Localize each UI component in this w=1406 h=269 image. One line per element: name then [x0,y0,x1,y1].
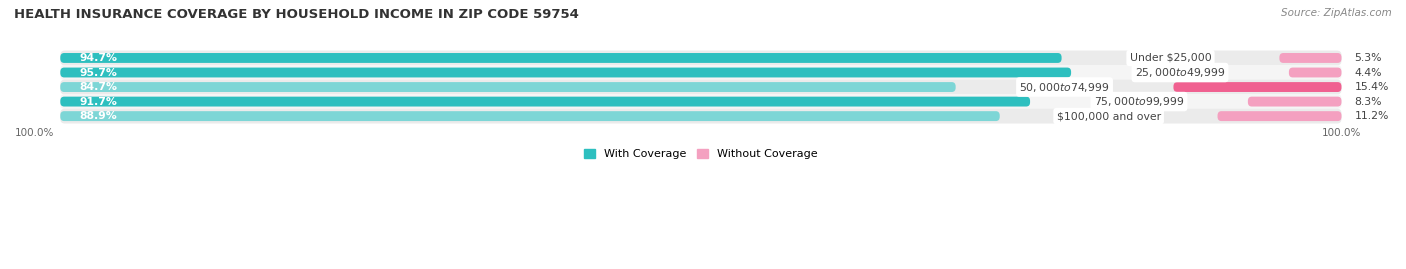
FancyBboxPatch shape [60,94,1341,109]
FancyBboxPatch shape [60,51,1341,65]
FancyBboxPatch shape [60,97,1031,107]
Text: $25,000 to $49,999: $25,000 to $49,999 [1135,66,1225,79]
FancyBboxPatch shape [60,111,1000,121]
Text: $50,000 to $74,999: $50,000 to $74,999 [1019,80,1109,94]
Text: 88.9%: 88.9% [80,111,117,121]
FancyBboxPatch shape [60,68,1071,77]
FancyBboxPatch shape [1249,97,1341,107]
FancyBboxPatch shape [60,65,1341,80]
Text: Source: ZipAtlas.com: Source: ZipAtlas.com [1281,8,1392,18]
Text: 95.7%: 95.7% [80,68,118,77]
Text: 94.7%: 94.7% [80,53,118,63]
Text: 84.7%: 84.7% [80,82,118,92]
FancyBboxPatch shape [1174,82,1341,92]
FancyBboxPatch shape [60,82,956,92]
Text: Under $25,000: Under $25,000 [1129,53,1212,63]
FancyBboxPatch shape [60,80,1341,94]
Text: 91.7%: 91.7% [80,97,118,107]
FancyBboxPatch shape [1218,111,1341,121]
Legend: With Coverage, Without Coverage: With Coverage, Without Coverage [583,149,818,159]
Text: 8.3%: 8.3% [1354,97,1382,107]
FancyBboxPatch shape [60,53,1062,63]
Text: $100,000 and over: $100,000 and over [1056,111,1161,121]
FancyBboxPatch shape [1279,53,1341,63]
Text: 11.2%: 11.2% [1354,111,1389,121]
Text: 4.4%: 4.4% [1354,68,1382,77]
Text: $75,000 to $99,999: $75,000 to $99,999 [1094,95,1184,108]
FancyBboxPatch shape [60,109,1341,123]
Text: 5.3%: 5.3% [1354,53,1382,63]
Text: HEALTH INSURANCE COVERAGE BY HOUSEHOLD INCOME IN ZIP CODE 59754: HEALTH INSURANCE COVERAGE BY HOUSEHOLD I… [14,8,579,21]
FancyBboxPatch shape [1289,68,1341,77]
Text: 15.4%: 15.4% [1354,82,1389,92]
